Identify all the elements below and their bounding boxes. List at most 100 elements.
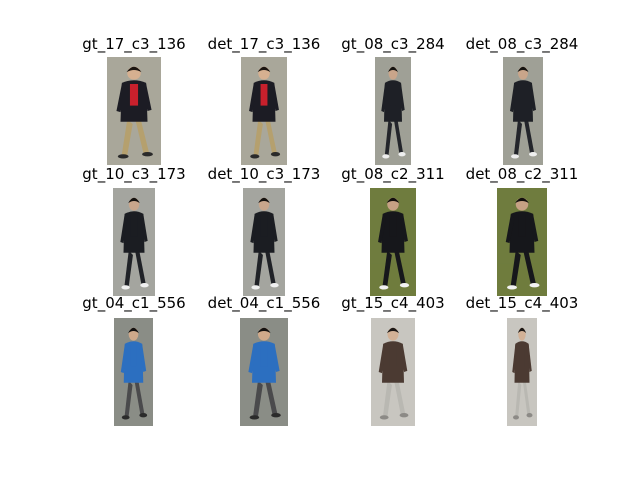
hair — [515, 197, 529, 204]
panel-title: det_08_c3_284 — [465, 35, 579, 53]
ground-shade — [371, 393, 415, 426]
hair — [257, 327, 271, 334]
arm-right — [270, 215, 278, 242]
arm-left — [250, 215, 258, 244]
arm-right — [399, 215, 408, 242]
shoe-right — [270, 283, 279, 288]
hair — [517, 327, 527, 334]
leg-right — [135, 119, 149, 154]
shirt — [389, 345, 397, 367]
leg-left — [384, 119, 393, 156]
shoe-left — [121, 285, 130, 290]
person-crop-image — [241, 57, 287, 165]
shoe-right — [270, 152, 281, 157]
shirt — [260, 84, 268, 106]
arm-right — [398, 84, 405, 111]
ground-shade — [370, 263, 416, 296]
shirt — [260, 345, 268, 367]
person-crop-image — [497, 188, 547, 296]
arm-right — [142, 84, 152, 111]
leg-right — [394, 380, 406, 415]
ground-shade — [241, 132, 287, 165]
shoe-right — [142, 152, 153, 157]
leg-left — [254, 250, 263, 287]
panel-title: det_08_c2_311 — [465, 165, 579, 183]
shoe-left — [379, 285, 389, 290]
person-crop-image — [503, 57, 543, 165]
leg-right — [265, 119, 277, 154]
person-crop-image — [243, 188, 285, 296]
shoe-left — [507, 285, 517, 290]
hair — [386, 327, 400, 334]
panel-title: det_04_c1_556 — [207, 294, 321, 312]
leg-right — [265, 250, 276, 285]
ground-shade — [497, 263, 547, 296]
shoe-left — [251, 285, 260, 290]
arm-right — [529, 84, 536, 111]
leg-left — [382, 250, 392, 287]
ground-shade — [113, 263, 155, 296]
shoe-right — [399, 413, 409, 418]
arm-right — [526, 345, 532, 372]
shoe-right — [526, 413, 533, 418]
arm-left — [378, 345, 387, 374]
shirt — [260, 215, 268, 237]
leg-right — [394, 250, 406, 285]
hair — [257, 66, 271, 73]
arm-left — [116, 84, 126, 113]
arm-left — [249, 84, 258, 113]
hair — [386, 197, 400, 204]
panel-title: det_10_c3_173 — [207, 165, 321, 183]
shirt — [520, 84, 526, 106]
leg-left — [253, 380, 263, 417]
leg-left — [514, 119, 522, 156]
leg-left — [121, 119, 133, 156]
panel-title: gt_04_c1_556 — [82, 294, 186, 312]
ground-shade — [240, 393, 288, 426]
shoe-left — [249, 415, 260, 420]
leg-left — [124, 250, 133, 287]
shoe-right — [529, 152, 537, 157]
person-crop-image — [371, 318, 415, 426]
arm-left — [512, 345, 518, 374]
shoe-left — [382, 154, 390, 159]
leg-left — [124, 380, 133, 417]
ground-shade — [503, 132, 543, 165]
leg-right — [523, 250, 536, 285]
arm-left — [381, 84, 388, 113]
ground-shade — [107, 132, 161, 165]
shoe-left — [250, 154, 260, 159]
shirt — [130, 215, 138, 237]
leg-left — [383, 380, 392, 417]
shirt — [390, 84, 396, 106]
shoe-left — [379, 415, 389, 420]
panel-title: gt_17_c3_136 — [82, 35, 186, 53]
arm-right — [529, 215, 539, 242]
shoe-right — [139, 413, 148, 418]
leg-left — [253, 119, 263, 156]
shoe-left — [117, 154, 129, 159]
person-crop-image — [370, 188, 416, 296]
leg-right — [393, 119, 403, 154]
leg-left — [510, 250, 521, 287]
person-crop-image — [113, 188, 155, 296]
arm-right — [399, 345, 408, 372]
shoe-left — [511, 154, 519, 159]
panel-title: gt_08_c3_284 — [341, 35, 445, 53]
shoe-left — [121, 415, 130, 420]
ground-shade — [375, 132, 411, 165]
leg-left — [515, 380, 522, 417]
person-crop-image — [114, 318, 153, 426]
hair — [128, 327, 139, 334]
leg-right — [135, 250, 146, 285]
arm-left — [248, 345, 257, 374]
panel-title: gt_08_c2_311 — [341, 165, 445, 183]
hair — [128, 197, 140, 204]
panel-title: gt_15_c4_403 — [341, 294, 445, 312]
shirt — [129, 84, 139, 106]
shirt — [518, 215, 526, 237]
arm-left — [120, 215, 128, 244]
shoe-right — [271, 413, 281, 418]
person-crop-image — [240, 318, 288, 426]
leg-right — [524, 119, 534, 154]
